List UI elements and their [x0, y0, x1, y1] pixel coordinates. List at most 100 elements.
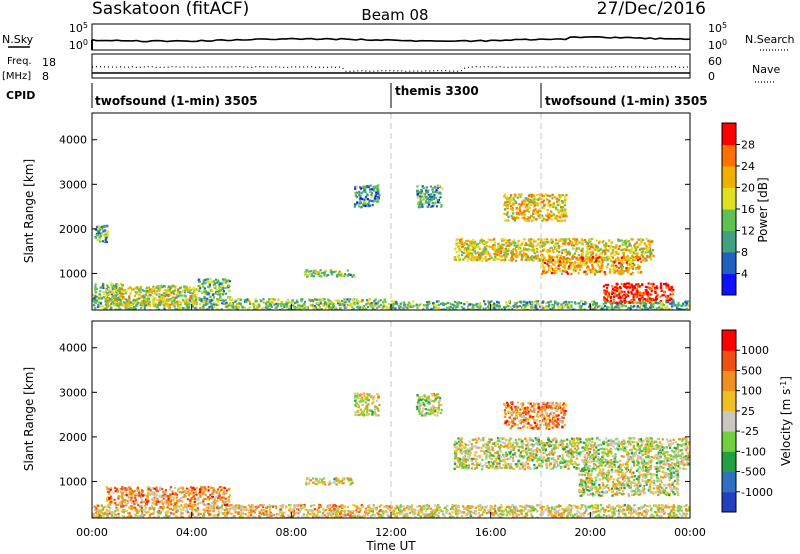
- noise-tick-left-low: 100: [69, 38, 88, 52]
- velocity-colorbar-tick-3: 100: [741, 385, 762, 398]
- freq-tick-high: 18: [42, 56, 56, 69]
- power-colorbar-tick-1: 4: [741, 268, 748, 281]
- velocity-colorbar-segment-6: [722, 390, 736, 412]
- freq-tick-low: 8: [42, 70, 49, 83]
- power-colorbar-segment-1: [722, 273, 736, 296]
- velocity-xtick-1: 04:00: [176, 526, 208, 539]
- noise-panel: N.Sky 105 100 105 100 N.Search: [2, 21, 795, 52]
- power-region-5: [94, 224, 110, 244]
- velocity-colorbar-tick-2: 500: [741, 364, 762, 377]
- velocity-xtick-5: 20:00: [574, 526, 606, 539]
- power-colorbar-segment-7: [722, 144, 736, 167]
- power-colorbar-tick-6: 24: [741, 160, 755, 173]
- power-region-9: [453, 237, 655, 263]
- nsky-label: N.Sky: [2, 33, 34, 46]
- power-colorbar-segment-4: [722, 209, 736, 231]
- noise-tick-right-high: 105: [708, 21, 727, 35]
- velocity-ytick-4000: 4000: [59, 342, 87, 355]
- velocity-xtick-4: 16:00: [475, 526, 507, 539]
- power-colorbar-segment-8: [722, 123, 736, 145]
- velocity-panel: 1000 2000 3000 4000 00:00 04:00 08:00 12:00 16:…: [22, 304, 706, 553]
- power-region-13: [391, 300, 690, 310]
- velocity-xtick-6: 00:00: [674, 526, 706, 539]
- velocity-region-8: [577, 468, 680, 497]
- velocity-colorbar-segment-4: [722, 431, 736, 452]
- cpid-segment-3: twofsound (1-min) 3505: [545, 94, 708, 108]
- velocity-colorbar-segment-9: [722, 330, 736, 351]
- velocity-region-9: [392, 503, 690, 518]
- velocity-xlabel: Time UT: [365, 539, 416, 553]
- power-colorbar-tick-4: 16: [741, 203, 755, 216]
- velocity-ytick-2000: 2000: [59, 431, 87, 444]
- velocity-ylabel: Slant Range [km]: [22, 367, 36, 471]
- cpid-label: CPID: [6, 89, 35, 102]
- noise-tick-right-low: 100: [708, 38, 727, 52]
- power-colorbar-tick-5: 20: [741, 182, 755, 195]
- power-colorbar: 4 8 12 16 20 24 28 Power [dB]: [721, 122, 770, 296]
- nave-tick-low: 0: [708, 70, 715, 83]
- velocity-xtick-2: 08:00: [275, 526, 307, 539]
- power-colorbar-tick-7: 28: [741, 139, 755, 152]
- velocity-colorbar-tick-4: 25: [741, 405, 755, 418]
- velocity-colorbar-segment-7: [722, 370, 736, 392]
- power-colorbar-tick-2: 8: [741, 246, 748, 259]
- power-region-7: [353, 184, 381, 209]
- velocity-region-6: [453, 436, 690, 471]
- title-center: Beam 08: [361, 6, 428, 24]
- velocity-region-7: [503, 401, 568, 431]
- velocity-region-1: [92, 503, 394, 518]
- nsearch-label: N.Search: [745, 33, 795, 46]
- power-region-6: [303, 269, 356, 278]
- power-colorbar-tick-3: 12: [741, 225, 755, 238]
- velocity-xtick-3: 12:00: [375, 526, 407, 539]
- power-colorbar-segment-2: [722, 252, 736, 274]
- nave-label: Nave: [752, 63, 780, 76]
- velocity-colorbar-tick-1: 1000: [741, 344, 769, 357]
- power-colorbar-label: Power [dB]: [756, 177, 770, 242]
- velocity-colorbar-tick-5: -25: [741, 425, 759, 438]
- velocity-region-3: [304, 477, 354, 486]
- velocity-colorbar-tick-8: -1000: [741, 486, 773, 499]
- cpid-segment-1: twofsound (1-min) 3505: [95, 94, 258, 108]
- velocity-region-5: [415, 392, 443, 417]
- velocity-colorbar: 1000 500 100 25 -25 -100 -500 -1000 Velocity [m…: [721, 329, 793, 513]
- velocity-ytick-3000: 3000: [59, 386, 87, 399]
- power-ytick-4000: 4000: [59, 134, 87, 147]
- cpid-row: CPID twofsound (1-min) 3505 themis 3300 …: [6, 83, 708, 108]
- power-region-8: [416, 184, 443, 209]
- velocity-ytick-1000: 1000: [59, 475, 87, 488]
- velocity-colorbar-label: Velocity [m s-1]: [779, 376, 793, 466]
- velocity-colorbar-segment-1: [722, 491, 736, 513]
- title-left: Saskatoon (fitACF): [92, 0, 249, 19]
- power-region-4: [197, 278, 232, 303]
- nave-tick-high: 60: [708, 55, 722, 68]
- velocity-region-4: [353, 392, 381, 417]
- cpid-segment-2: themis 3300: [395, 84, 479, 98]
- power-ytick-2000: 2000: [59, 223, 87, 236]
- power-region-12: [602, 282, 675, 305]
- power-region-10: [503, 193, 568, 223]
- power-panel: 1000 2000 3000 4000 Slant Range [km]: [22, 112, 691, 311]
- power-ytick-1000: 1000: [59, 267, 87, 280]
- power-ylabel: Slant Range [km]: [22, 159, 36, 263]
- power-colorbar-segment-6: [722, 166, 736, 188]
- noise-tick-left-high: 105: [69, 21, 88, 35]
- freq-label: Freq.: [7, 56, 32, 67]
- velocity-colorbar-tick-6: -100: [741, 445, 766, 458]
- power-region-3: [104, 284, 199, 307]
- velocity-colorbar-segment-3: [722, 451, 736, 473]
- freq-unit: [MHz]: [2, 71, 31, 82]
- power-region-11: [540, 255, 643, 276]
- nsky-line: [91, 35, 691, 43]
- velocity-colorbar-segment-2: [722, 471, 736, 493]
- nave-line: [91, 65, 691, 73]
- power-ytick-3000: 3000: [59, 178, 87, 191]
- power-colorbar-segment-3: [722, 230, 736, 253]
- velocity-xtick-0: 00:00: [76, 526, 108, 539]
- velocity-colorbar-tick-7: -500: [741, 466, 766, 479]
- title-right: 27/Dec/2016: [597, 0, 706, 19]
- power-colorbar-segment-5: [722, 187, 736, 210]
- velocity-colorbar-segment-5: [722, 410, 736, 432]
- velocity-region-2: [105, 486, 232, 506]
